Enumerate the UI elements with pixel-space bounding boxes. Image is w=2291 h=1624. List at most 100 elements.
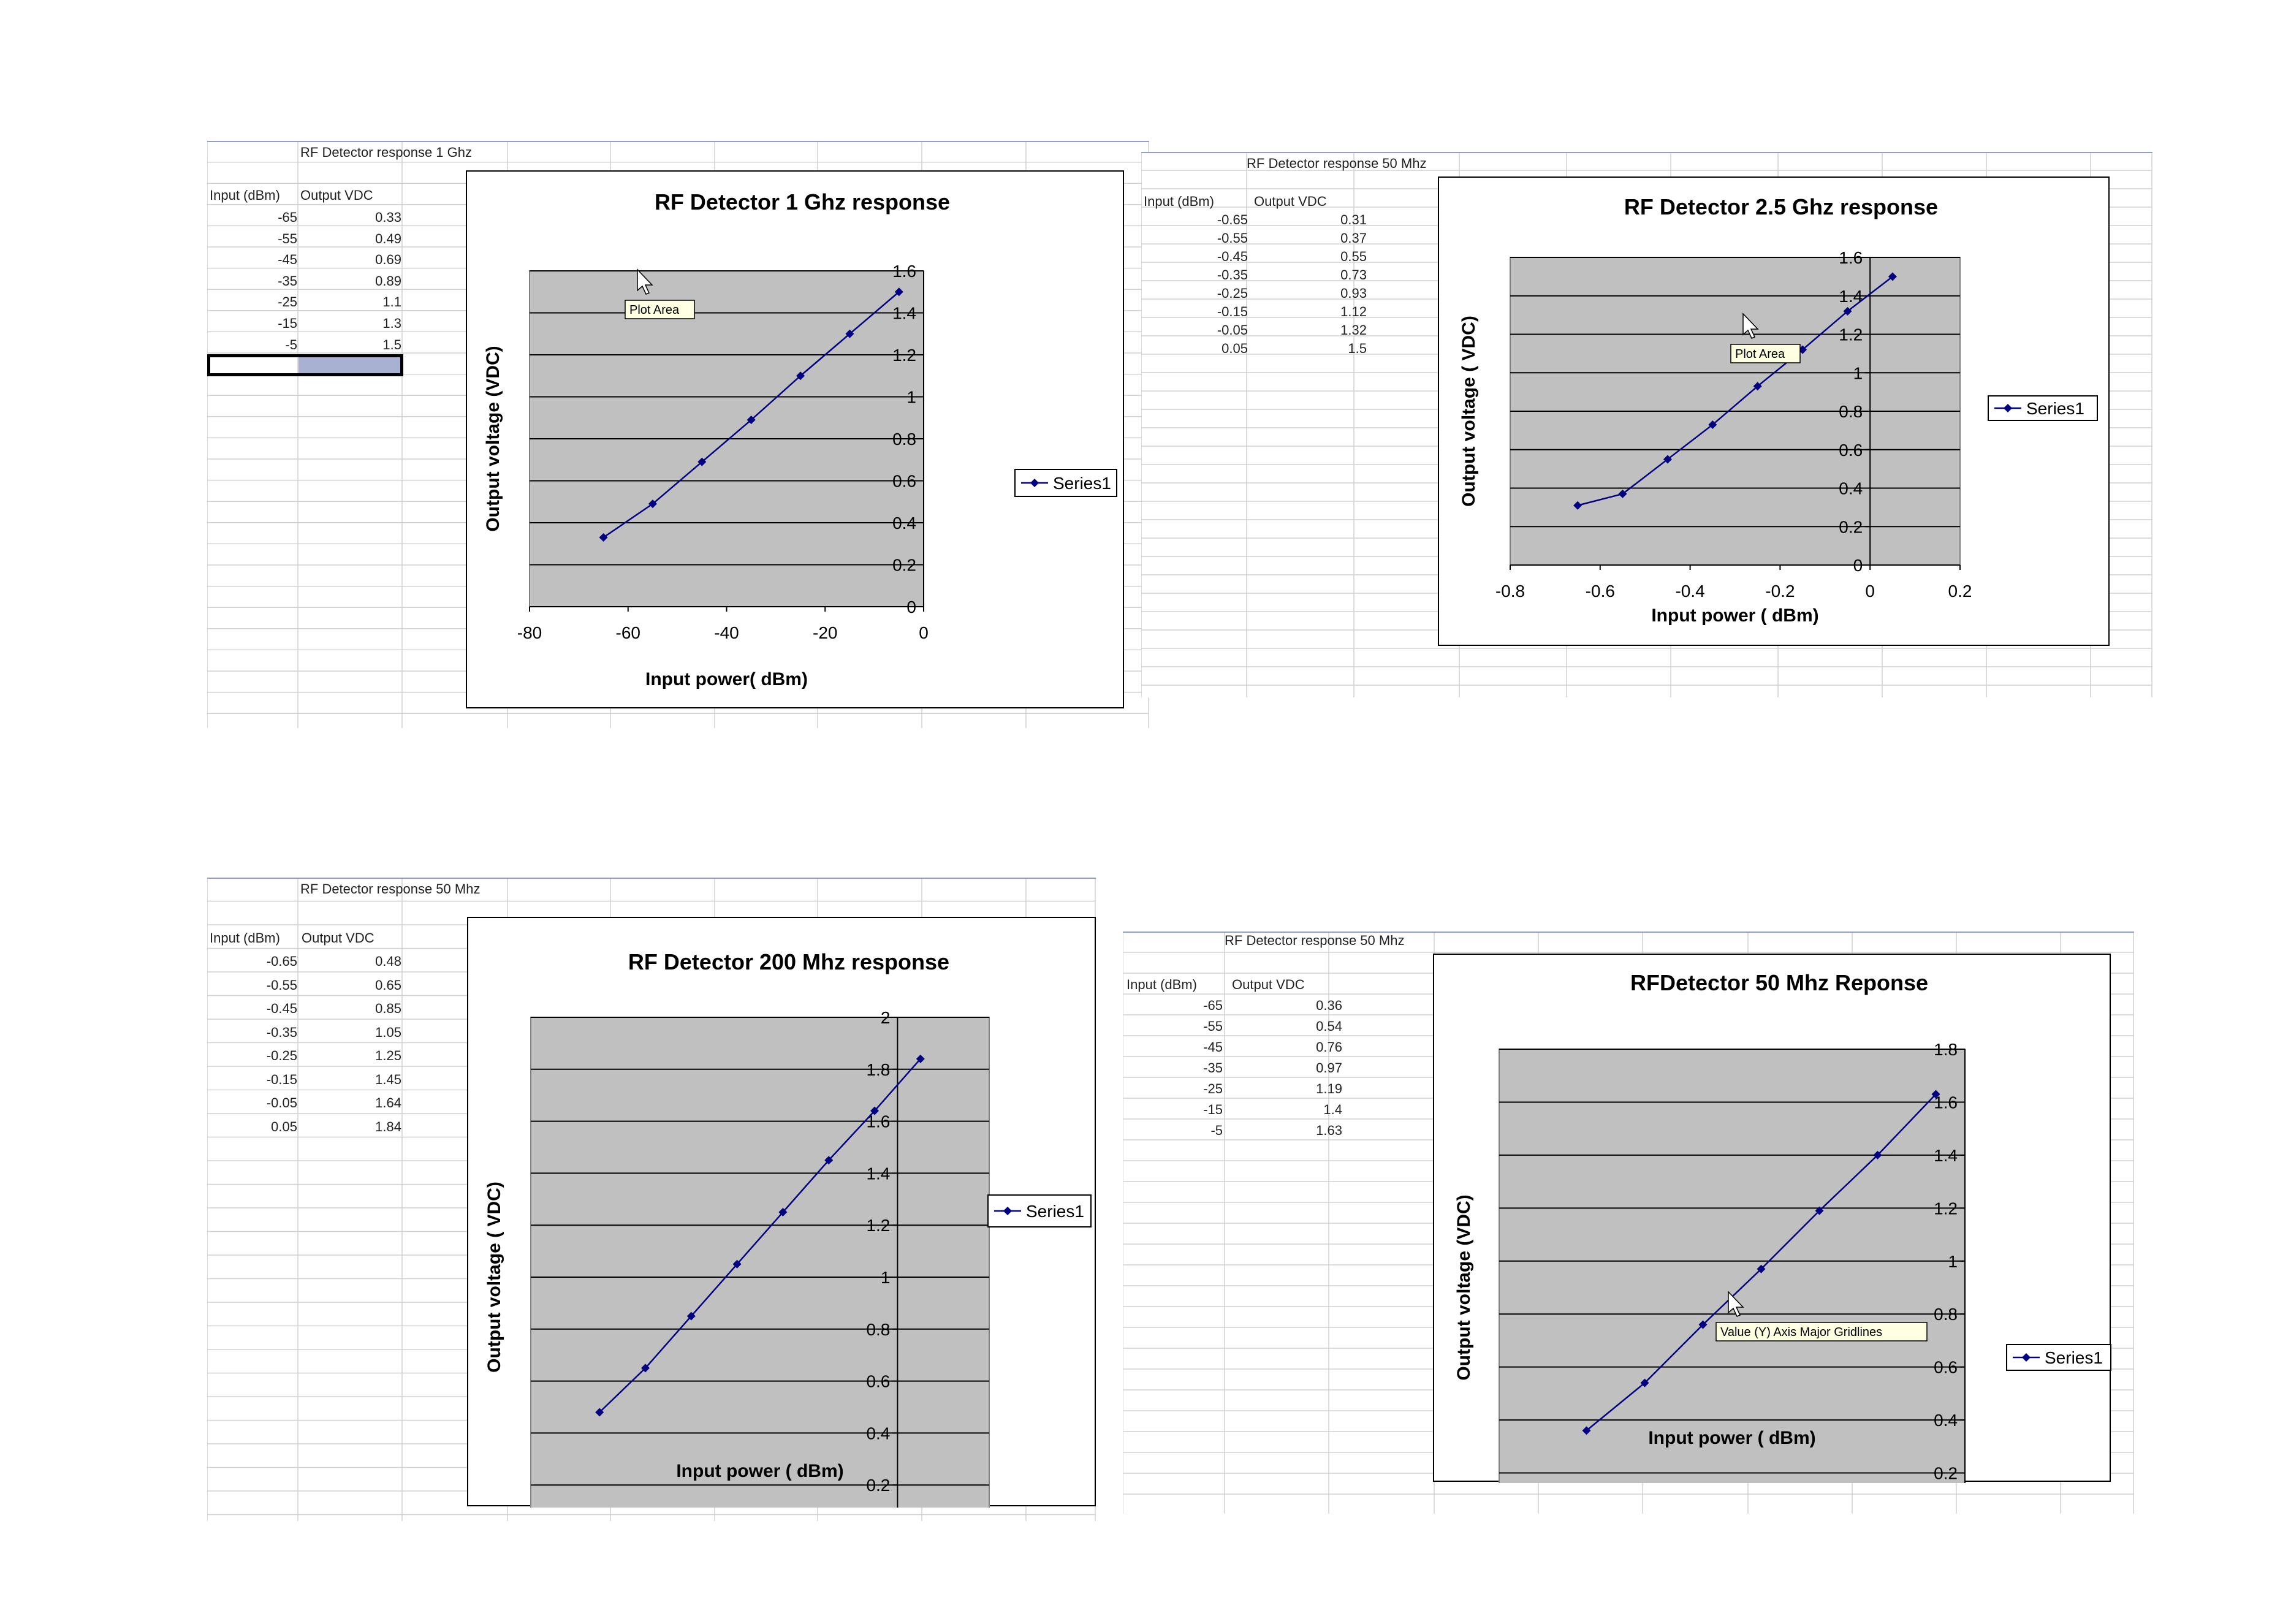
table-cell-value[interactable]: 0.97 [1316,1060,1342,1076]
table-header[interactable]: Input (dBm) [210,930,280,946]
table-cell-value[interactable]: -65 [278,210,297,225]
mouse-cursor-icon [1728,1291,1744,1317]
table-cell-value[interactable]: 1.64 [375,1095,401,1110]
y-tick-label: 1.2 [1934,1199,1958,1218]
table-cell-value[interactable]: 0.65 [375,977,401,993]
table-cell-value[interactable]: 0.36 [1316,998,1342,1013]
y-axis-label: Output voltage (VDC) [483,346,503,531]
table-cell-value[interactable]: -65 [1203,998,1223,1013]
table-cell-value[interactable]: 1.3 [382,316,401,331]
table-cell-value[interactable]: -0.55 [266,977,297,993]
tooltip-box [1730,344,1801,363]
legend[interactable]: Series1 [987,1194,1092,1227]
table-cell-value[interactable]: -5 [285,336,297,352]
table-cell-value[interactable]: 0.49 [375,230,401,246]
table-header[interactable]: Output VDC [302,930,374,946]
table-cell-value[interactable]: 0.69 [375,252,401,268]
table-cell-value[interactable]: -35 [1203,1060,1223,1076]
y-tick-label: 0.6 [1934,1358,1958,1377]
legend[interactable]: Series1 [1014,469,1117,497]
y-tick-label: 0.2 [1934,1464,1958,1483]
table-cell-value[interactable]: -0.15 [1217,304,1248,319]
chart-tooltip: Plot Area [1730,344,1801,363]
table-cell-value[interactable]: 1.1 [382,294,401,310]
table-cell-value[interactable]: 1.05 [375,1024,401,1040]
chart-1ghz[interactable]: RF Detector 1 Ghz response 0 0.2 0.4 0.6 0.8 1… [466,170,1124,708]
table-header[interactable]: Output VDC [1232,977,1305,992]
table-header[interactable]: Input (dBm) [1144,194,1214,209]
table-cell-value[interactable]: 0.48 [375,954,401,969]
table-cell-value[interactable]: 0.89 [375,273,401,289]
data-point [894,287,903,297]
table-cell-value[interactable]: -0.15 [266,1071,297,1087]
legend-marker [1003,1207,1012,1215]
table-cell-value[interactable]: -5 [1210,1123,1223,1138]
table-cell-value[interactable]: -0.05 [1217,322,1248,338]
table-cell-value[interactable]: -0.45 [1217,249,1248,264]
chart-200mhz[interactable]: RF Detector 200 Mhz response00.20.40.60.… [467,917,1096,1508]
table-cell-value[interactable]: 1.63 [1316,1123,1342,1138]
legend[interactable]: Series1 [2006,1344,2111,1371]
table-cell-value[interactable]: 1.45 [375,1071,401,1087]
table-header[interactable]: Output VDC [300,188,373,203]
table-cell-value[interactable]: -0.35 [266,1024,297,1040]
table-cell-value[interactable]: 0.85 [375,1001,401,1016]
table-cell-value[interactable]: -0.65 [266,954,297,969]
table-cell-value[interactable]: 0.93 [1340,286,1367,301]
table-cell-value[interactable]: 0.05 [1221,341,1248,356]
chart-title: RF Detector 2.5 Ghz response [1624,194,1938,219]
table-cell-value[interactable]: -55 [1203,1019,1223,1034]
table-cell-value[interactable]: 0.55 [1340,249,1367,264]
table-cell-value[interactable]: -35 [278,273,297,289]
table-cell-value[interactable]: 1.19 [1316,1081,1342,1096]
y-tick-label: 1.6 [1839,248,1863,267]
y-tick-label: 0.8 [892,430,916,449]
chart-50mhz[interactable]: RFDetector 50 Mhz Reponse00.20.40.60.811… [1433,954,2111,1483]
table-cell-value[interactable]: 0.54 [1316,1019,1342,1034]
plot-area[interactable] [1499,1049,1966,1483]
table-cell-value[interactable]: -15 [1203,1102,1223,1117]
table-cell-value[interactable]: -0.45 [266,1001,297,1016]
chart-2-5ghz[interactable]: RF Detector 2.5 Ghz response 0 0.2 0.4 0.6 0.… [1438,176,2110,646]
table-cell-value[interactable]: 1.5 [1348,341,1367,356]
data-point [1815,1206,1824,1215]
table-cell-value[interactable]: -0.25 [1217,286,1248,301]
legend[interactable]: Series1 [1988,395,2098,421]
data-point [599,533,608,542]
tooltip-box [625,300,695,319]
table-cell-value[interactable]: -0.05 [266,1095,297,1110]
data-point [796,371,805,381]
y-axis-label: Output voltage ( VDC) [484,1182,504,1373]
table-cell-value[interactable]: -45 [1203,1039,1223,1055]
table-cell-value[interactable]: -25 [278,294,297,310]
table-cell-value[interactable]: 1.5 [382,336,401,352]
table-cell-value[interactable]: -0.65 [1217,212,1248,227]
table-cell-value[interactable]: -55 [278,230,297,246]
table-header[interactable]: Output VDC [1254,194,1327,209]
plot-area[interactable] [530,1017,990,1508]
table-cell-value[interactable]: 0.76 [1316,1039,1342,1055]
table-cell-value[interactable]: 1.32 [1340,322,1367,338]
table-cell-value[interactable]: -15 [278,316,297,331]
table-cell-value[interactable]: 0.05 [271,1118,297,1134]
table-header[interactable]: Input (dBm) [210,188,280,203]
table-cell-value[interactable]: -25 [1203,1081,1223,1096]
table-cell-value[interactable]: -0.35 [1217,267,1248,283]
table-cell-value[interactable]: 0.37 [1340,230,1367,246]
active-cell-selection[interactable] [207,354,403,376]
table-header[interactable]: Input (dBm) [1127,977,1197,992]
table-cell-value[interactable]: 1.4 [1323,1102,1342,1117]
selected-cell-fill [298,357,401,374]
table-cell-value[interactable]: 1.12 [1340,304,1367,319]
table-cell-value[interactable]: 0.31 [1340,212,1367,227]
chart-svg: RFDetector 50 Mhz Reponse00.20.40.60.811… [1454,970,2111,1483]
table-cell-value[interactable]: 1.84 [375,1118,401,1134]
table-cell-value[interactable]: 0.73 [1340,267,1367,283]
table-cell-value[interactable]: -0.25 [266,1048,297,1063]
table-cell-value[interactable]: 1.25 [375,1048,401,1063]
table-cell-value[interactable]: -45 [278,252,297,268]
table-cell-value[interactable]: 0.33 [375,210,401,225]
data-point [1708,420,1717,429]
tooltip-text: Plot Area [1735,347,1785,361]
table-cell-value[interactable]: -0.55 [1217,230,1248,246]
